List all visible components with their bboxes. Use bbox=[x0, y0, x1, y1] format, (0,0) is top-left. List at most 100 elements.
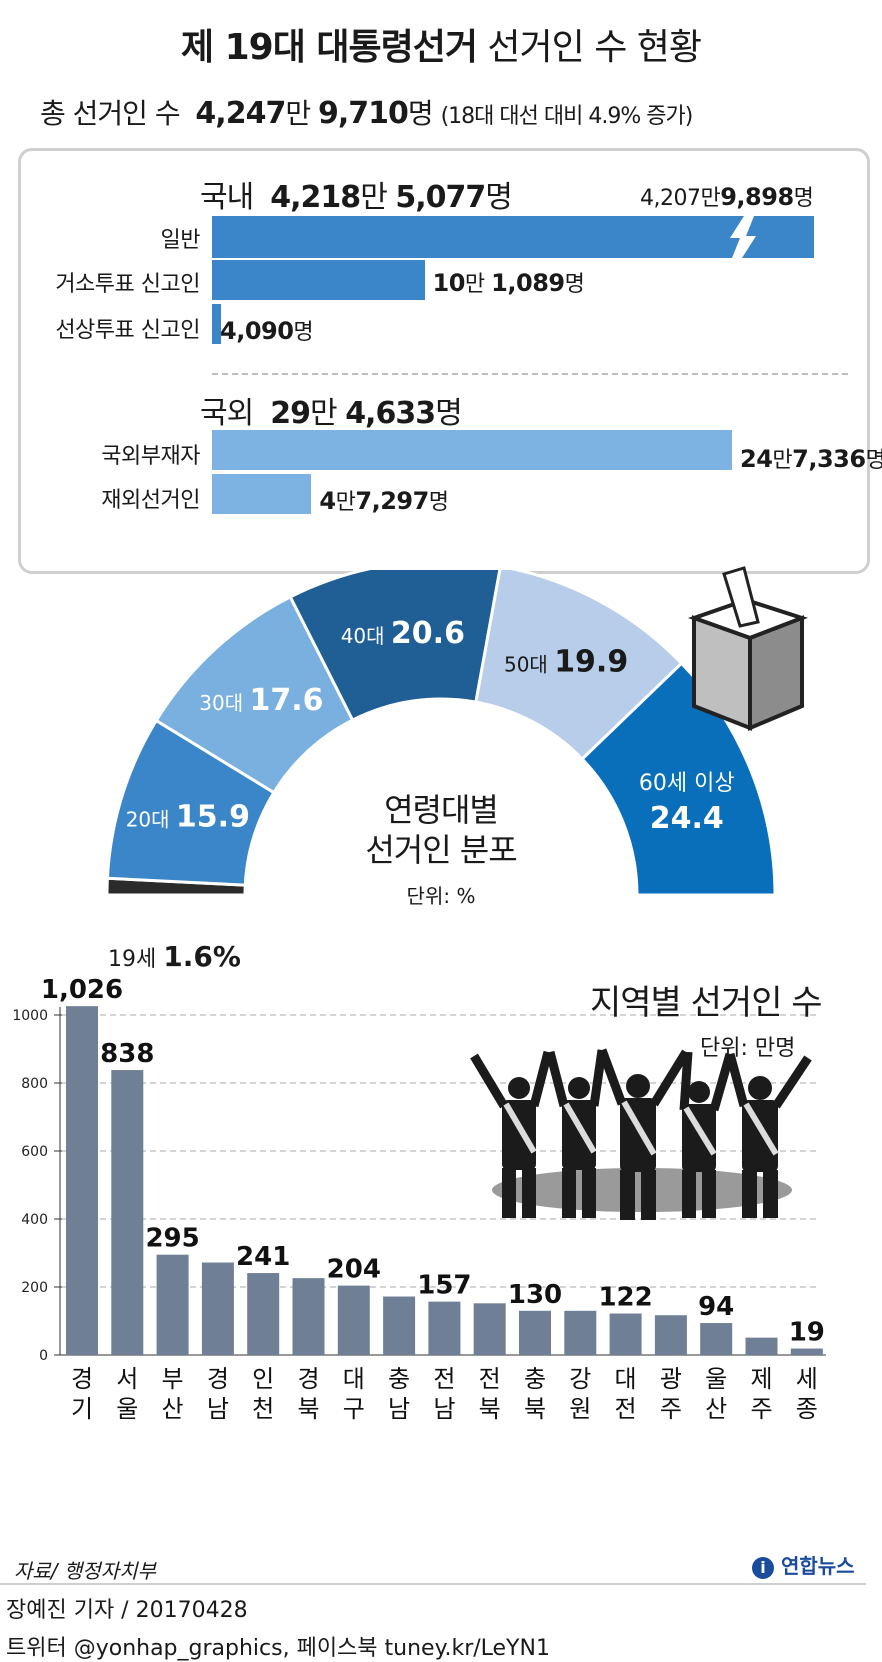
row-label-absentee: 거소투표 신고인 bbox=[55, 272, 200, 297]
region-value-label: 1,026 bbox=[41, 975, 123, 1005]
age-title-line2: 선거인 분포 bbox=[365, 831, 517, 869]
value-overseas-voter-unit: 명 bbox=[428, 490, 449, 515]
age-chart-title: 연령대별 선거인 분포 bbox=[330, 790, 552, 870]
region-bar-13 bbox=[654, 1315, 687, 1355]
overseas-label: 국외 bbox=[200, 396, 254, 431]
total-rest-unit: 명 bbox=[407, 97, 434, 130]
region-category-label: 북 bbox=[479, 1395, 501, 1423]
region-category-label: 산 bbox=[162, 1395, 184, 1423]
bar-overseas-voter bbox=[212, 474, 312, 514]
teen-value: 1.6% bbox=[163, 940, 241, 973]
y-tick-label: 400 bbox=[21, 1212, 48, 1228]
region-category-label: 주 bbox=[750, 1395, 772, 1423]
bar-general bbox=[212, 216, 814, 258]
region-category-label: 원 bbox=[569, 1395, 591, 1423]
region-category-label: 종 bbox=[796, 1395, 818, 1423]
region-category-label: 울 bbox=[705, 1365, 727, 1393]
value-general-man-unit: 만 bbox=[700, 186, 721, 211]
region-category-label: 세 bbox=[796, 1365, 818, 1393]
region-category-label: 전 bbox=[615, 1395, 637, 1423]
total-rest: 9,710 bbox=[318, 96, 409, 131]
row-label-overseas-voter: 재외선거인 bbox=[101, 488, 200, 513]
region-bar-4 bbox=[247, 1273, 280, 1355]
title-normal: 선거인 수 현황 bbox=[487, 27, 702, 68]
region-value-label: 157 bbox=[417, 1271, 471, 1301]
bar-absentee-abroad bbox=[212, 430, 732, 470]
domestic-label: 국내 bbox=[200, 180, 254, 215]
value-absentee: 10만 1,089명 bbox=[433, 266, 585, 298]
region-chart-unit: 단위: 만명 bbox=[700, 1036, 796, 1061]
overseas-unit: 명 bbox=[435, 396, 463, 431]
value-absentee-abroad-rest: 7,336 bbox=[792, 445, 866, 473]
value-overseas-voter: 4만7,297명 bbox=[319, 484, 449, 516]
region-category-label: 남 bbox=[388, 1395, 410, 1423]
age-label-2: 30대 17.6 bbox=[199, 683, 323, 718]
region-category-label: 주 bbox=[660, 1395, 682, 1423]
bar-ship bbox=[212, 304, 221, 344]
region-category-label: 구 bbox=[343, 1395, 365, 1423]
region-value-label: 130 bbox=[508, 1280, 562, 1310]
total-note: (18대 대선 대비 4.9% 증가) bbox=[440, 104, 694, 129]
region-bar-6 bbox=[337, 1285, 370, 1355]
logo-text: 연합뉴스 bbox=[780, 1554, 855, 1578]
overseas-header: 국외 29만 4,633명 bbox=[200, 388, 463, 432]
y-tick-label: 800 bbox=[21, 1076, 48, 1092]
region-bar-3 bbox=[201, 1262, 234, 1355]
value-absentee-rest: 1,089 bbox=[491, 269, 565, 297]
region-category-label: 서 bbox=[116, 1365, 138, 1393]
value-ship: 4,090명 bbox=[220, 314, 314, 346]
region-value-label: 94 bbox=[698, 1292, 734, 1322]
value-absentee-man: 10 bbox=[432, 269, 466, 297]
region-value-label: 241 bbox=[236, 1242, 290, 1272]
value-general: 4,207만9,898명 bbox=[640, 180, 814, 212]
ballot-box-icon bbox=[687, 566, 809, 732]
region-category-label: 전 bbox=[479, 1365, 501, 1393]
value-absentee-man-unit: 만 bbox=[464, 272, 485, 297]
value-overseas-voter-rest: 7,297 bbox=[355, 487, 429, 515]
region-chart-title: 지역별 선거인 수 bbox=[590, 983, 823, 1023]
domestic-total-rest: 5,077 bbox=[395, 180, 486, 215]
y-tick-label: 600 bbox=[21, 1144, 48, 1160]
age-label-4: 50대 19.9 bbox=[504, 644, 628, 679]
region-bar-7 bbox=[383, 1296, 416, 1355]
region-bar-14 bbox=[700, 1323, 733, 1355]
value-general-man: 4,207 bbox=[640, 186, 701, 211]
value-ship-rest: 4,090 bbox=[220, 317, 294, 345]
region-value-label: 122 bbox=[598, 1283, 652, 1313]
value-absentee-abroad: 24만7,336명 bbox=[740, 442, 882, 474]
cheering-candidates-illustration bbox=[470, 1048, 812, 1220]
y-tick-label: 1000 bbox=[12, 1008, 48, 1024]
region-value-label: 19 bbox=[789, 1318, 825, 1348]
teen-prefix: 19세 bbox=[108, 947, 157, 972]
region-bar-12 bbox=[609, 1313, 642, 1355]
domestic-total-man: 4,218 bbox=[270, 180, 361, 215]
region-category-label: 경 bbox=[71, 1365, 93, 1393]
domestic-header: 국내 4,218만 5,077명 bbox=[200, 172, 513, 216]
value-overseas-voter-man-unit: 만 bbox=[335, 490, 356, 515]
region-category-label: 남 bbox=[207, 1395, 229, 1423]
region-bar-16 bbox=[790, 1348, 823, 1355]
page-title: 제 19대 대통령선거 선거인 수 현황 bbox=[0, 18, 882, 70]
region-category-label: 충 bbox=[388, 1365, 410, 1393]
row-label-ship: 선상투표 신고인 bbox=[55, 318, 200, 343]
credit-social: 트위터 @yonhap_graphics, 페이스북 tuney.kr/LeYN… bbox=[6, 1636, 550, 1661]
value-general-unit: 명 bbox=[793, 186, 814, 211]
value-absentee-abroad-man-unit: 만 bbox=[772, 448, 793, 473]
age-slice-3 bbox=[288, 570, 502, 723]
region-bar-9 bbox=[473, 1303, 506, 1355]
region-category-label: 제 bbox=[750, 1365, 772, 1393]
region-category-label: 남 bbox=[433, 1395, 455, 1423]
age-distribution-chart: 20대 15.9 30대 17.6 40대 20.6 50대 19.9 60세 이상 24… bbox=[105, 570, 777, 897]
total-label: 총 선거인 수 bbox=[40, 97, 181, 130]
region-value-label: 204 bbox=[327, 1255, 381, 1285]
total-man: 4,247 bbox=[195, 96, 286, 131]
domestic-unit-man: 만 bbox=[360, 180, 388, 215]
region-value-label: 295 bbox=[145, 1224, 199, 1254]
region-category-label: 북 bbox=[524, 1395, 546, 1423]
bar-absentee bbox=[212, 260, 425, 300]
region-bar-15 bbox=[745, 1337, 778, 1355]
region-category-label: 천 bbox=[252, 1395, 274, 1423]
title-bold: 제 19대 대통령선거 bbox=[180, 27, 478, 68]
value-absentee-abroad-unit: 명 bbox=[865, 448, 882, 473]
age-label-5: 60세 이상 24.4 bbox=[639, 771, 735, 836]
